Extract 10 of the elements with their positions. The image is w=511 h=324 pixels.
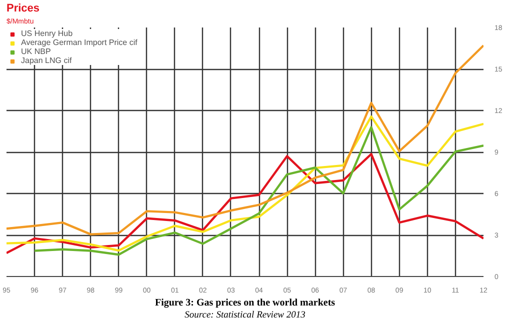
legend-label: US Henry Hub — [21, 29, 73, 38]
line-series — [6, 115, 484, 252]
legend-label: Average German Import Price cif — [21, 38, 138, 47]
chart-title: Prices — [6, 2, 40, 14]
source-note: Source: Statistical Review 2013 — [184, 310, 306, 320]
caption: Figure 3: Gas prices on the world markets — [154, 298, 336, 308]
legend-label: UK NBP — [21, 47, 51, 56]
legend-label: Japan LNG cif — [21, 56, 72, 65]
line-series — [33, 126, 484, 256]
line-series — [6, 152, 484, 254]
